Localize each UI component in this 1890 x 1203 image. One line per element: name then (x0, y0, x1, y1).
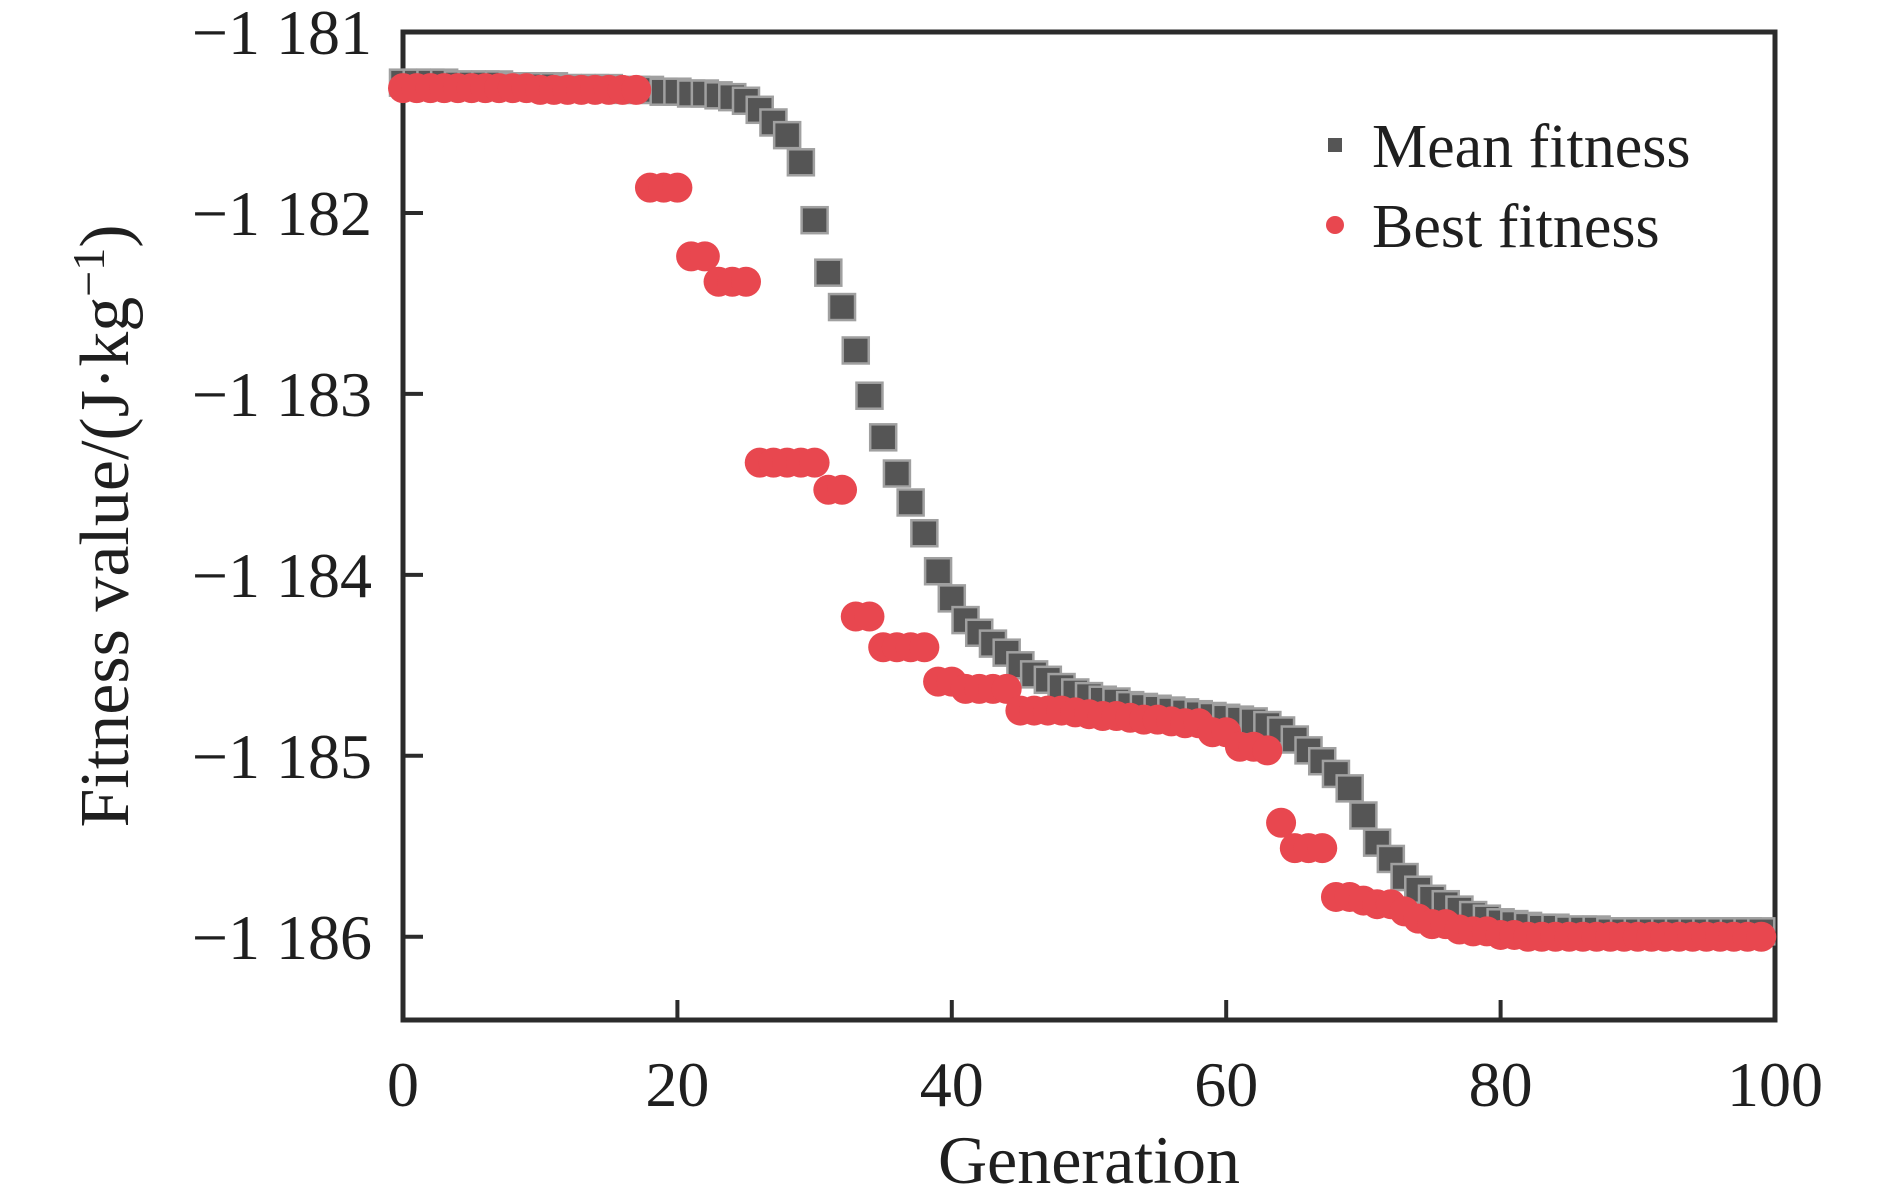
y-tick-label: −1 182 (192, 178, 372, 249)
legend-mean-marker-icon (1328, 138, 1342, 152)
x-axis-title: Generation (938, 1122, 1240, 1198)
x-tick-label: 100 (1727, 1049, 1823, 1120)
legend-best-label: Best fitness (1372, 193, 1660, 261)
y-tick-label: −1 181 (192, 0, 372, 68)
y-axis: −1 181 −1 182 −1 183 −1 184 −1 185 −1 186 (192, 0, 423, 973)
y-tick-label: −1 185 (192, 721, 372, 792)
best-fitness-point (1266, 807, 1297, 838)
mean-fitness-point (800, 205, 829, 235)
y-tick-label: −1 184 (192, 540, 372, 611)
legend: Mean fitness Best fitness (1326, 113, 1691, 261)
y-axis-title-main: Fitness value/(J·kg (67, 297, 144, 828)
best-fitness-point (1307, 833, 1338, 864)
y-axis-title-close: ) (67, 224, 144, 247)
x-axis: 0 20 40 60 80 100 (387, 1000, 1823, 1120)
x-tick-label: 60 (1194, 1049, 1258, 1120)
mean-fitness-point (786, 148, 816, 177)
best-fitness-point (909, 632, 940, 663)
y-tick-label: −1 186 (192, 902, 372, 973)
plot-border (400, 29, 1778, 1023)
best-fitness-point (799, 447, 830, 478)
y-axis-title: Fitness value/(J·kg−1) (63, 224, 144, 827)
mean-fitness-point (910, 518, 939, 548)
x-tick-label: 80 (1469, 1049, 1533, 1120)
y-axis-title-superscript: −1 (63, 248, 114, 297)
x-tick-label: 20 (645, 1049, 709, 1120)
mean-fitness-point (855, 381, 884, 410)
best-fitness-point (1252, 735, 1283, 766)
mean-fitness-point (1335, 774, 1364, 803)
best-fitness-point (827, 474, 858, 505)
best-fitness-point (1746, 921, 1777, 952)
mean-fitness-point (841, 336, 871, 365)
y-tick-label: −1 183 (192, 359, 372, 430)
mean-fitness-point (814, 258, 843, 287)
best-fitness-point (662, 172, 693, 203)
best-fitness-point (689, 241, 720, 272)
best-fitness-point (854, 601, 885, 632)
best-fitness-point (991, 673, 1022, 704)
legend-best-marker-icon (1326, 216, 1344, 234)
mean-fitness-point (1349, 801, 1378, 830)
mean-fitness-point (868, 423, 898, 452)
mean-fitness-point (882, 459, 912, 488)
x-tick-label: 0 (387, 1049, 419, 1120)
mean-fitness-point (896, 488, 925, 517)
best-fitness-point (731, 266, 761, 297)
mean-fitness-point (772, 120, 802, 150)
mean-fitness-point (827, 292, 857, 322)
x-tick-label: 40 (920, 1049, 984, 1120)
best-fitness-point (621, 74, 652, 105)
legend-mean-label: Mean fitness (1372, 113, 1691, 181)
mean-fitness-point (923, 556, 953, 586)
series-best-fitness (388, 73, 1777, 952)
